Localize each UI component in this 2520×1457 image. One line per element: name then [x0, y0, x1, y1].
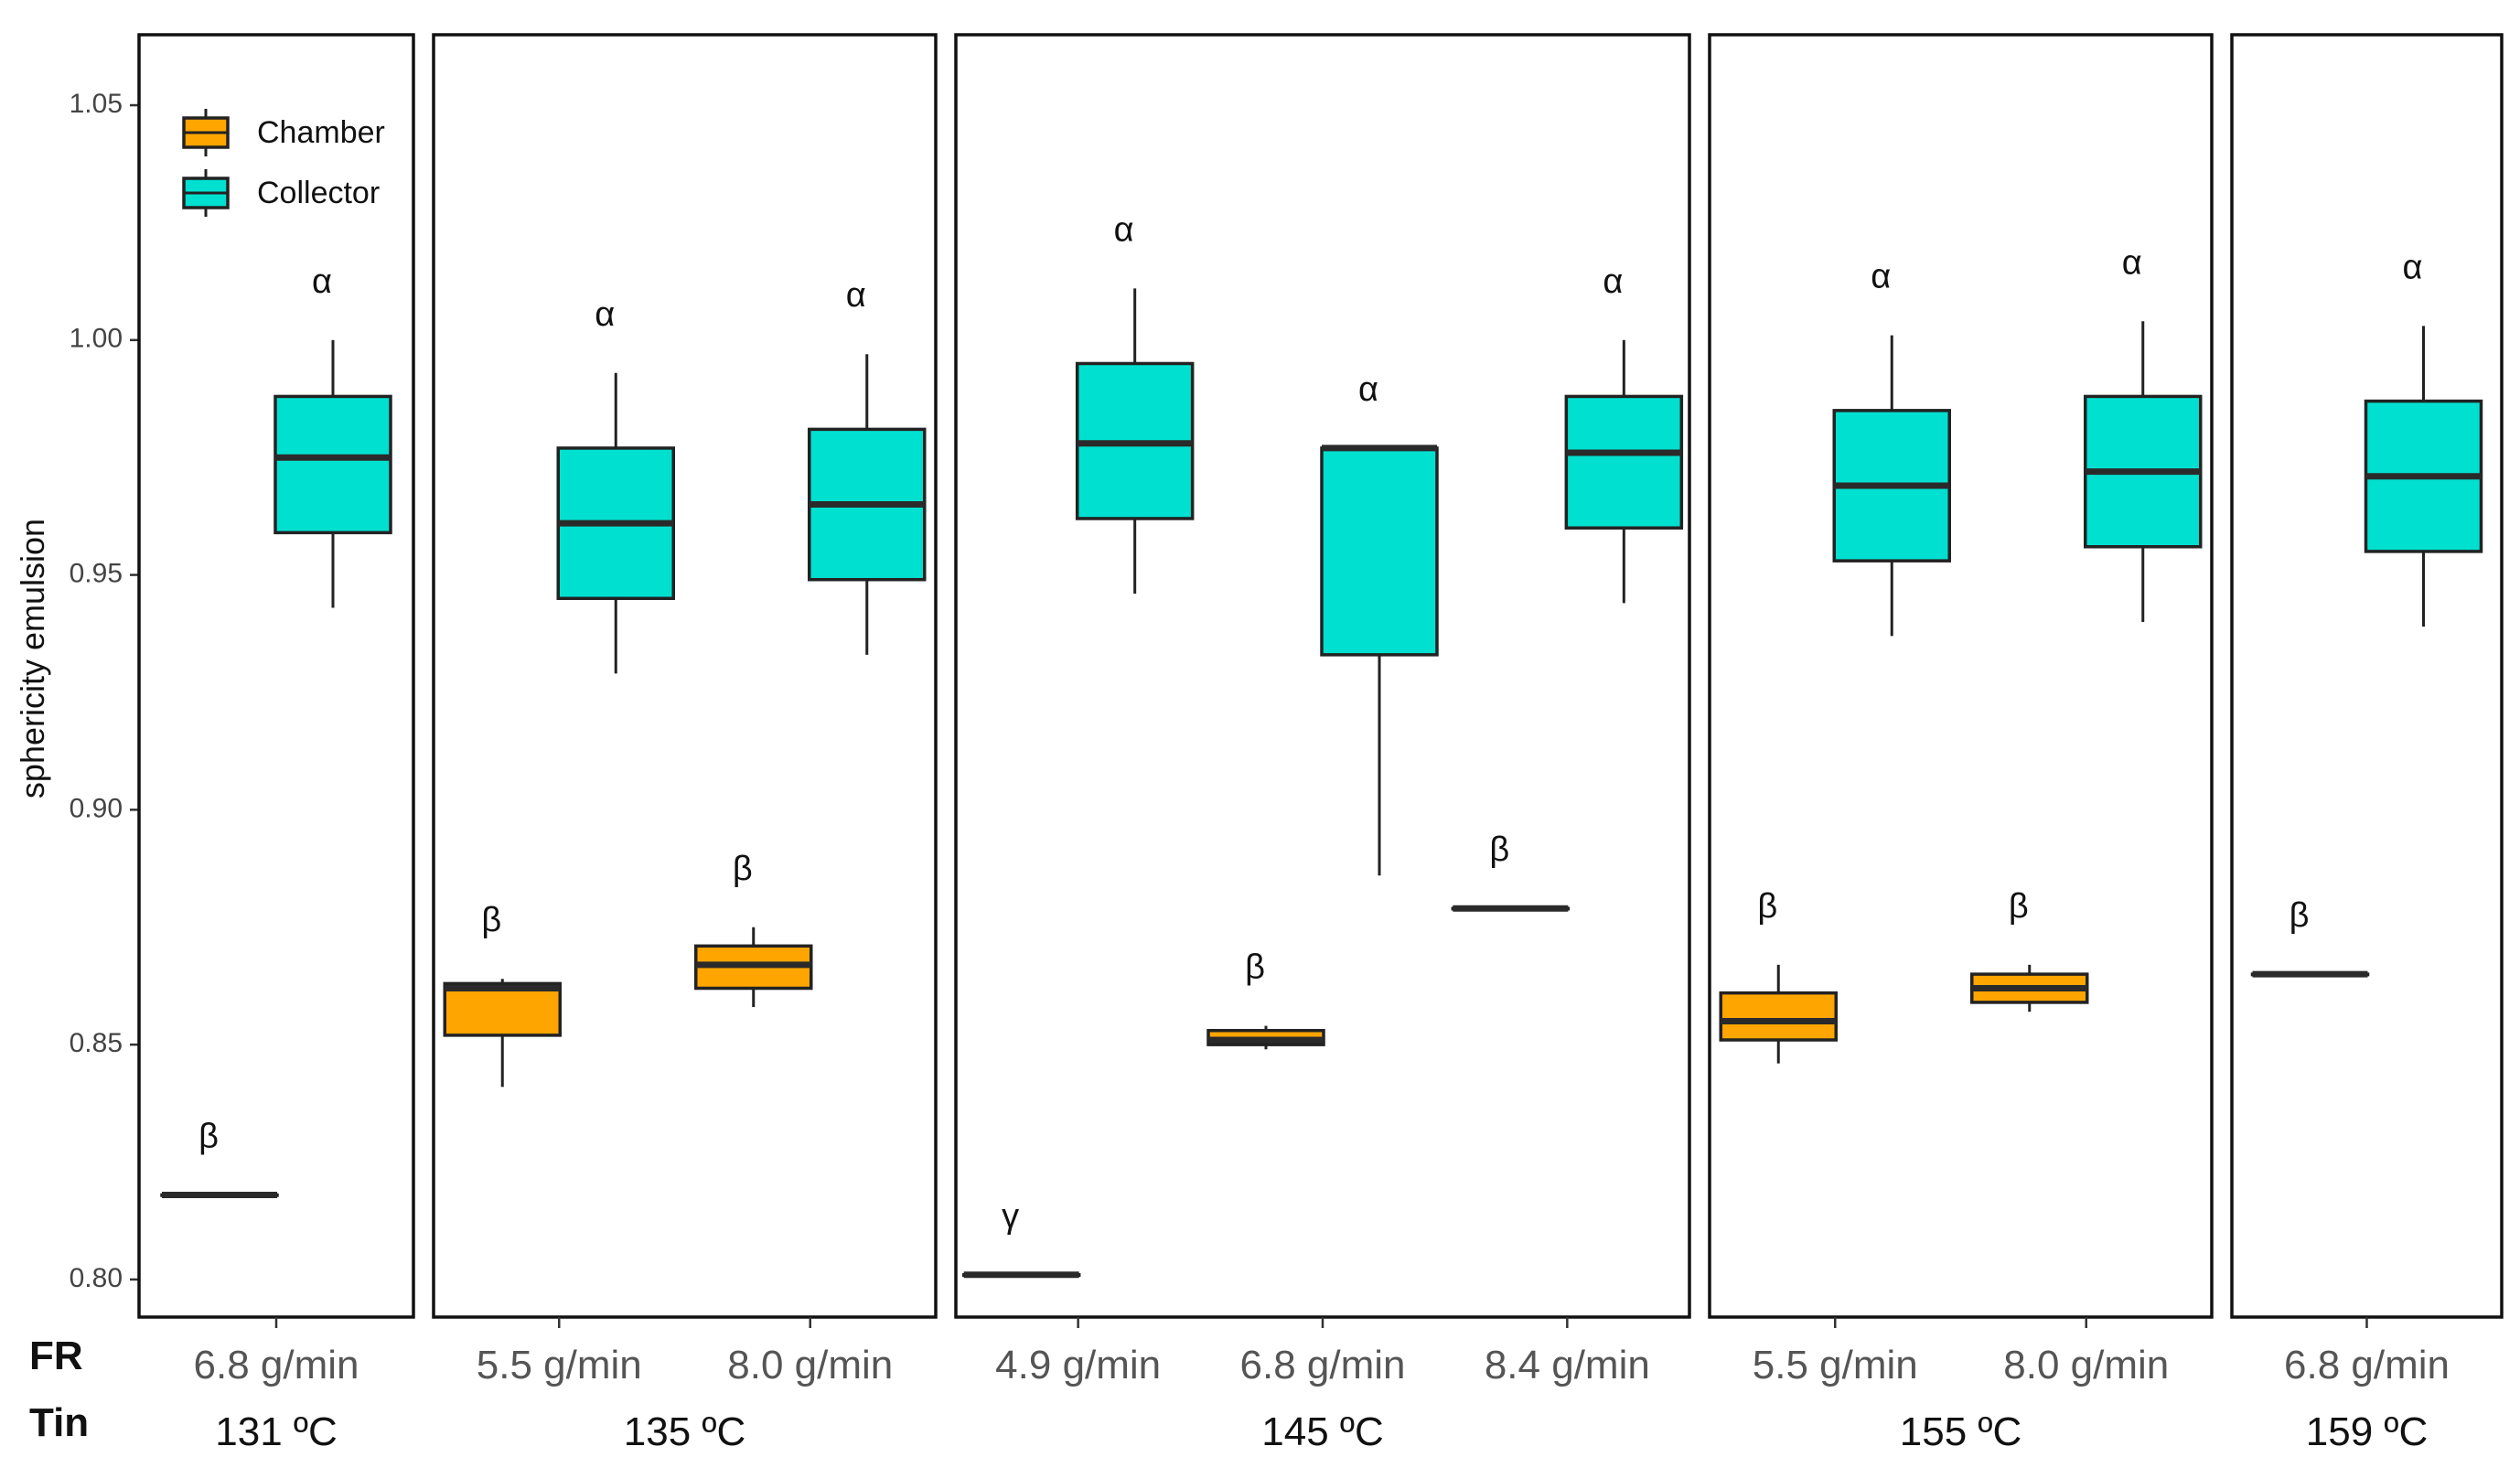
chamber-box: β: [1451, 830, 1571, 912]
collector-box: α: [2084, 243, 2203, 622]
collector-box: α: [556, 295, 675, 674]
chamber-significance-letter: β: [1245, 948, 1265, 987]
fr-tick-label: 8.0 g/min: [2003, 1343, 2169, 1387]
fr-tick-label: 5.5 g/min: [477, 1343, 642, 1387]
chamber-box: β: [1206, 948, 1325, 1050]
chamber-significance-letter: γ: [1002, 1197, 1019, 1236]
collector-significance-letter: α: [1603, 262, 1623, 301]
chamber-significance-letter: β: [1489, 830, 1509, 869]
fr-tick-label: 8.0 g/min: [727, 1343, 893, 1387]
tin-row-label: Tin: [29, 1400, 89, 1445]
fr-row-label: FR: [29, 1334, 83, 1378]
tin-label: 145 ºC: [1261, 1409, 1383, 1454]
facet-panels: 6.8 g/min β α 131 ºC 5.5 g/min β α 8.0 g/min β α 1…: [137, 33, 2504, 1454]
y-axis: 0.80 0.85 0.90 0.95 1.00 1.05: [70, 89, 139, 1293]
chamber-significance-letter: β: [733, 850, 753, 888]
y-tick-label: 0.80: [70, 1263, 123, 1293]
collector-box: α: [1832, 258, 1951, 637]
collector-iqr-box: [273, 394, 392, 535]
collector-significance-letter: α: [1358, 370, 1378, 409]
collector-box: α: [273, 262, 392, 608]
legend-label: Chamber: [257, 115, 385, 150]
tin-label: 135 ºC: [624, 1409, 745, 1454]
legend-label: Collector: [257, 176, 380, 210]
y-tick-label: 1.05: [70, 89, 123, 119]
chamber-significance-letter: β: [481, 901, 501, 939]
collector-box: α: [1564, 262, 1684, 604]
panel-0: 6.8 g/min β α 131 ºC: [137, 33, 415, 1454]
legend-item-collector: Collector: [182, 169, 380, 217]
collector-box: α: [1320, 370, 1439, 876]
chamber-significance-letter: β: [198, 1117, 219, 1155]
chamber-box: β: [443, 901, 562, 1087]
collector-significance-letter: α: [1114, 210, 1134, 249]
chamber-box: γ: [961, 1197, 1081, 1279]
chamber-significance-letter: β: [1757, 887, 1777, 926]
collector-significance-letter: α: [846, 276, 866, 315]
legend: Chamber Collector: [182, 109, 385, 217]
tin-label: 159 ºC: [2306, 1409, 2428, 1454]
panel-border: [2230, 33, 2504, 1319]
y-tick-label: 0.85: [70, 1028, 123, 1058]
y-tick-label: 0.90: [70, 793, 123, 823]
collector-significance-letter: α: [1871, 258, 1891, 296]
panel-1: 5.5 g/min β α 8.0 g/min β α 135 ºC: [432, 33, 938, 1454]
collector-iqr-box: [1564, 394, 1684, 530]
chamber-significance-letter: β: [2289, 896, 2310, 935]
collector-box: α: [1075, 210, 1195, 595]
chamber-significance-letter: β: [2009, 887, 2029, 926]
y-tick-label: 1.00: [70, 324, 123, 354]
panel-border: [432, 33, 938, 1319]
panel-border: [954, 33, 1691, 1319]
panel-2: 4.9 g/min γ α 6.8 g/min β α 8.4 g/min β α 145 ºC: [954, 33, 1691, 1454]
chamber-box: β: [160, 1117, 279, 1198]
fr-tick-label: 6.8 g/min: [194, 1343, 359, 1387]
chamber-iqr-box: [443, 981, 562, 1037]
tin-label: 131 ºC: [215, 1409, 337, 1454]
collector-box: α: [2364, 248, 2483, 627]
tin-label: 155 ºC: [1900, 1409, 2021, 1454]
chamber-box: β: [1719, 887, 1838, 1064]
legend-item-chamber: Chamber: [182, 109, 385, 156]
collector-significance-letter: α: [2122, 243, 2142, 282]
fr-tick-label: 5.5 g/min: [1753, 1343, 1918, 1387]
chamber-box: β: [694, 850, 813, 1008]
panel-3: 5.5 g/min β α 8.0 g/min β α 155 ºC: [1708, 33, 2214, 1454]
collector-box: α: [808, 276, 927, 655]
panel-border: [1708, 33, 2214, 1319]
fr-tick-label: 8.4 g/min: [1485, 1343, 1650, 1387]
collector-significance-letter: α: [2403, 248, 2423, 286]
collector-significance-letter: α: [595, 295, 615, 334]
collector-significance-letter: α: [312, 262, 332, 301]
fr-tick-label: 6.8 g/min: [2284, 1343, 2450, 1387]
fr-tick-label: 4.9 g/min: [995, 1343, 1161, 1387]
chamber-box: β: [1970, 887, 2089, 1012]
y-axis-label: sphericity emulsion: [14, 519, 51, 798]
chamber-iqr-box: [1719, 991, 1838, 1042]
panel-border: [137, 33, 415, 1319]
y-tick-label: 0.95: [70, 559, 123, 589]
collector-iqr-box: [1320, 446, 1439, 657]
panel-4: 6.8 g/min β α 159 ºC: [2230, 33, 2504, 1454]
fr-tick-label: 6.8 g/min: [1240, 1343, 1406, 1387]
chamber-box: β: [2250, 896, 2370, 978]
